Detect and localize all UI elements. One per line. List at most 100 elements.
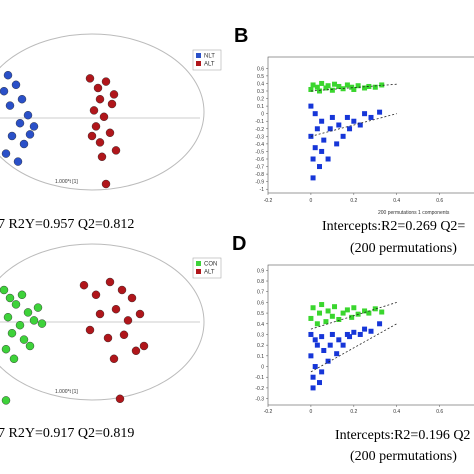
- point: [29, 122, 39, 131]
- y-tick-label: -1: [260, 187, 265, 193]
- permutation-point: [362, 308, 368, 314]
- permutation-point: [314, 84, 320, 90]
- x-tick-label: 0.2: [350, 409, 357, 415]
- permutation-point: [317, 88, 322, 94]
- permutation-point: [340, 310, 346, 316]
- permutation-point: [351, 86, 357, 92]
- permutation-point: [325, 308, 331, 314]
- point: [87, 131, 97, 141]
- caption: 7 R2Y=0.917 Q2=0.819: [0, 426, 134, 441]
- permutation-point: [308, 103, 314, 109]
- y-tick-label: -0.9: [255, 180, 264, 186]
- point: [5, 101, 15, 110]
- permutation-point: [351, 118, 357, 124]
- caption: 7 R2Y=0.957 Q2=0.812: [0, 217, 134, 232]
- point: [91, 122, 101, 131]
- y-tick-label: 0.5: [257, 74, 264, 80]
- x-tick-label: 0.4: [393, 198, 400, 204]
- permutation-point: [310, 385, 316, 391]
- y-tick-label: 0: [261, 365, 264, 371]
- permutation-point: [336, 317, 342, 323]
- permutation-point: [368, 328, 374, 334]
- permutation-point: [317, 164, 322, 170]
- permutation-point: [379, 309, 385, 315]
- point: [17, 290, 27, 299]
- y-tick-label: -0.2: [255, 386, 264, 392]
- permutation-point: [340, 342, 346, 348]
- x-tick-label: 0.6: [436, 198, 443, 204]
- regression-line: [310, 323, 397, 373]
- point: [97, 152, 107, 162]
- point: [101, 77, 111, 86]
- point: [111, 305, 121, 314]
- y-tick-label: -0.3: [255, 134, 264, 140]
- point: [11, 80, 21, 90]
- point: [19, 139, 29, 149]
- y-tick-label: 0.2: [257, 97, 264, 103]
- permutation-point: [314, 321, 320, 327]
- y-tick-label: -0.8: [255, 172, 264, 178]
- point: [19, 335, 29, 344]
- permutation-point: [319, 80, 325, 86]
- permutation-point: [325, 83, 331, 89]
- permutation-point: [366, 310, 372, 316]
- x-tick-label: -0.2: [264, 409, 273, 415]
- legend-swatch: [196, 53, 201, 58]
- permutation-point: [355, 83, 361, 89]
- point: [1, 149, 11, 158]
- legend-label: ALT: [204, 270, 215, 276]
- permutation-point: [357, 331, 363, 337]
- confidence-ellipse: [0, 243, 205, 401]
- permutation-point: [310, 82, 316, 88]
- x-tick-label: 0.6: [436, 409, 443, 415]
- point: [3, 313, 13, 322]
- y-tick-label: 0.6: [257, 66, 264, 72]
- permutation-point: [377, 321, 383, 327]
- point: [0, 87, 9, 96]
- point: [127, 293, 137, 303]
- point: [13, 157, 23, 166]
- permutation-point: [310, 374, 316, 380]
- x-axis-label: 1.000*t [1]: [55, 389, 78, 395]
- permutation-point: [323, 319, 329, 325]
- permutation-point: [334, 141, 340, 147]
- x-tick-label: -0.2: [264, 198, 273, 204]
- permutation-point: [310, 156, 316, 162]
- x-tick-label: 0.4: [393, 409, 400, 415]
- x-tick-label: 0.2: [350, 198, 357, 204]
- point: [107, 99, 117, 109]
- permutation-point: [344, 114, 350, 120]
- point: [95, 309, 105, 319]
- permutation-point: [347, 126, 353, 132]
- permutation-point: [357, 122, 363, 128]
- note: 200 permutations 1 components: [378, 210, 450, 216]
- y-tick-label: 0.9: [257, 268, 264, 274]
- y-tick-label: -0.1: [255, 375, 264, 381]
- caption: Intercepts:R2=0.196 Q2: [335, 428, 470, 443]
- point: [95, 138, 105, 147]
- permutation-point: [308, 331, 314, 337]
- point: [85, 325, 95, 335]
- point: [25, 130, 35, 139]
- permutation-point: [310, 305, 316, 311]
- y-tick-label: 0.7: [257, 290, 264, 296]
- permutation-point: [351, 305, 357, 311]
- point: [101, 179, 111, 189]
- point: [37, 319, 47, 328]
- permutation-point: [336, 337, 342, 343]
- permutation-point: [362, 326, 368, 332]
- permutation-point: [368, 114, 374, 120]
- y-tick-label: 0.5: [257, 311, 264, 317]
- legend-label: NLT: [204, 54, 215, 60]
- permutation-point: [327, 126, 333, 132]
- permutation-point: [321, 137, 327, 143]
- point: [105, 128, 115, 138]
- permutation-point: [319, 302, 325, 308]
- point: [99, 112, 109, 122]
- permutation-point: [312, 364, 318, 370]
- regression-line: [310, 302, 397, 330]
- y-tick-label: 0.4: [257, 81, 264, 87]
- caption: Intercepts:R2=0.269 Q2=: [322, 219, 465, 234]
- point: [105, 277, 115, 287]
- legend-swatch: [196, 61, 201, 66]
